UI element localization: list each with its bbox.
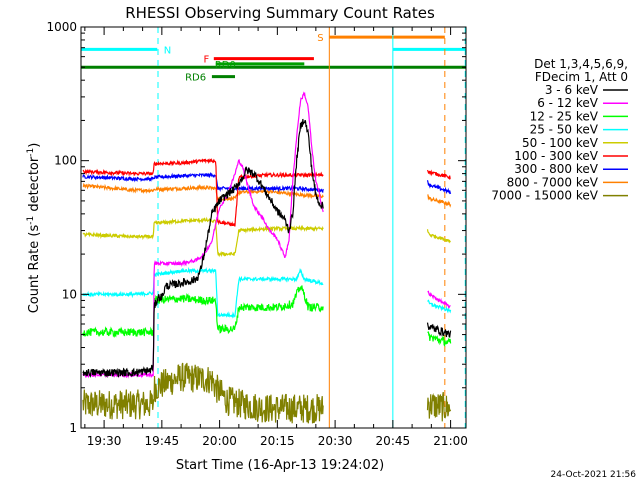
flag-label-s: S xyxy=(317,33,323,44)
plot-content: N S F RD0 RD6 xyxy=(81,27,466,428)
axes: 1 10 100 1000 19:30 19:45 20:00 20:15 20:30 20:45… xyxy=(46,20,467,448)
series-line xyxy=(427,299,452,314)
legend-header-line: Det 1,3,4,5,6,9, xyxy=(534,57,628,71)
x-tick-label: 20:15 xyxy=(260,434,295,448)
y-axis-label-part: ) xyxy=(27,143,42,148)
legend-label: 100 - 300 keV xyxy=(514,149,598,163)
y-axis-label: Count Rate (s-1 detector-1) xyxy=(26,143,42,314)
series-line xyxy=(427,194,452,208)
chart-title: RHESSI Observing Summary Count Rates xyxy=(125,4,435,22)
series-line xyxy=(82,216,324,258)
x-tick-label: 20:30 xyxy=(318,434,353,448)
x-tick-label: 21:00 xyxy=(433,434,468,448)
legend-header-line: FDecim 1, Att 0 xyxy=(535,70,628,84)
flag-label-f: F xyxy=(203,55,209,66)
y-axis-label-superscript: -1 xyxy=(26,216,36,225)
x-tick-label: 19:45 xyxy=(145,434,180,448)
x-tick-label: 20:00 xyxy=(202,434,237,448)
y-tick-label: 100 xyxy=(54,154,77,168)
series-line xyxy=(427,331,452,348)
legend-label: 7000 - 15000 keV xyxy=(491,189,598,203)
series-line xyxy=(82,118,324,379)
series-line xyxy=(427,290,451,309)
legend-label: 25 - 50 keV xyxy=(530,123,599,137)
series-line xyxy=(82,157,324,227)
series-line xyxy=(426,392,452,422)
legend-label: 50 - 100 keV xyxy=(522,136,599,150)
y-tick-label: 1 xyxy=(69,421,77,435)
timestamp-footer: 24-Oct-2021 21:56 xyxy=(551,470,637,480)
series-line xyxy=(426,180,452,195)
legend-label: 300 - 800 keV xyxy=(514,162,598,176)
y-axis-label-part: detector xyxy=(27,156,42,216)
series-line xyxy=(82,362,324,424)
flag-label-rd0: RD0 xyxy=(215,60,236,71)
series-line xyxy=(82,266,324,319)
series-line xyxy=(426,322,452,338)
legend: Det 1,3,4,5,6,9, FDecim 1, Att 0 3 - 6 k… xyxy=(491,57,628,203)
legend-label: 3 - 6 keV xyxy=(545,83,599,97)
flag-label-rd6: RD6 xyxy=(185,73,206,84)
series-line xyxy=(82,172,324,194)
x-tick-label: 20:45 xyxy=(376,434,411,448)
legend-label: 12 - 25 keV xyxy=(530,109,599,123)
legend-label: 800 - 7000 keV xyxy=(507,175,599,189)
series-line xyxy=(82,285,324,338)
series-line xyxy=(426,229,451,244)
y-axis-label-part: Count Rate (s xyxy=(27,225,42,314)
y-tick-label: 1000 xyxy=(46,20,77,34)
y-tick-label: 10 xyxy=(62,287,77,301)
x-tick-label: 19:30 xyxy=(87,434,122,448)
y-axis-label-superscript: -1 xyxy=(26,148,36,157)
series-line xyxy=(426,169,451,181)
flag-label-n: N xyxy=(164,45,171,56)
legend-label: 6 - 12 keV xyxy=(537,96,599,110)
series-line xyxy=(82,182,324,202)
plot-frame xyxy=(80,26,467,429)
x-axis-label: Start Time (16-Apr-13 19:24:02) xyxy=(176,458,384,473)
